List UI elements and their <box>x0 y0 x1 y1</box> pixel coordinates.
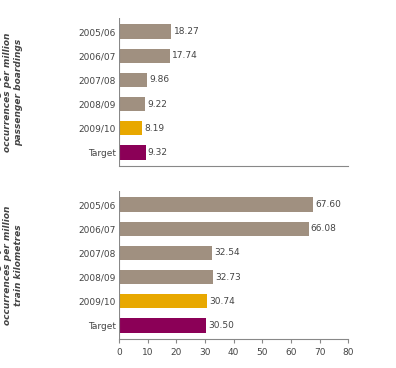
Bar <box>119 294 207 308</box>
Text: 32.54: 32.54 <box>215 248 240 257</box>
Text: 8.19: 8.19 <box>145 124 165 133</box>
Text: 9.86: 9.86 <box>149 75 169 84</box>
Bar <box>119 145 146 160</box>
Text: 30.74: 30.74 <box>209 297 235 306</box>
Text: 9.32: 9.32 <box>148 148 168 157</box>
Bar <box>119 246 212 260</box>
Text: 30.50: 30.50 <box>209 321 234 330</box>
Text: 67.60: 67.60 <box>315 200 341 209</box>
Bar <box>119 24 171 39</box>
Text: Category B
occurrences per million
passenger boardings: Category B occurrences per million passe… <box>0 32 23 152</box>
Bar <box>119 270 213 284</box>
Bar <box>119 197 313 212</box>
Bar <box>119 318 206 333</box>
Text: 17.74: 17.74 <box>172 51 198 60</box>
Bar <box>119 121 142 135</box>
Bar <box>119 222 308 236</box>
Bar <box>119 49 170 63</box>
Text: 9.22: 9.22 <box>148 100 168 109</box>
Bar <box>119 73 147 87</box>
Bar <box>119 97 145 111</box>
Text: 18.27: 18.27 <box>173 27 199 36</box>
Text: Category B
occurrences per million
train kilometres: Category B occurrences per million train… <box>0 205 23 325</box>
Text: 32.73: 32.73 <box>215 273 241 282</box>
Text: 66.08: 66.08 <box>311 224 337 233</box>
